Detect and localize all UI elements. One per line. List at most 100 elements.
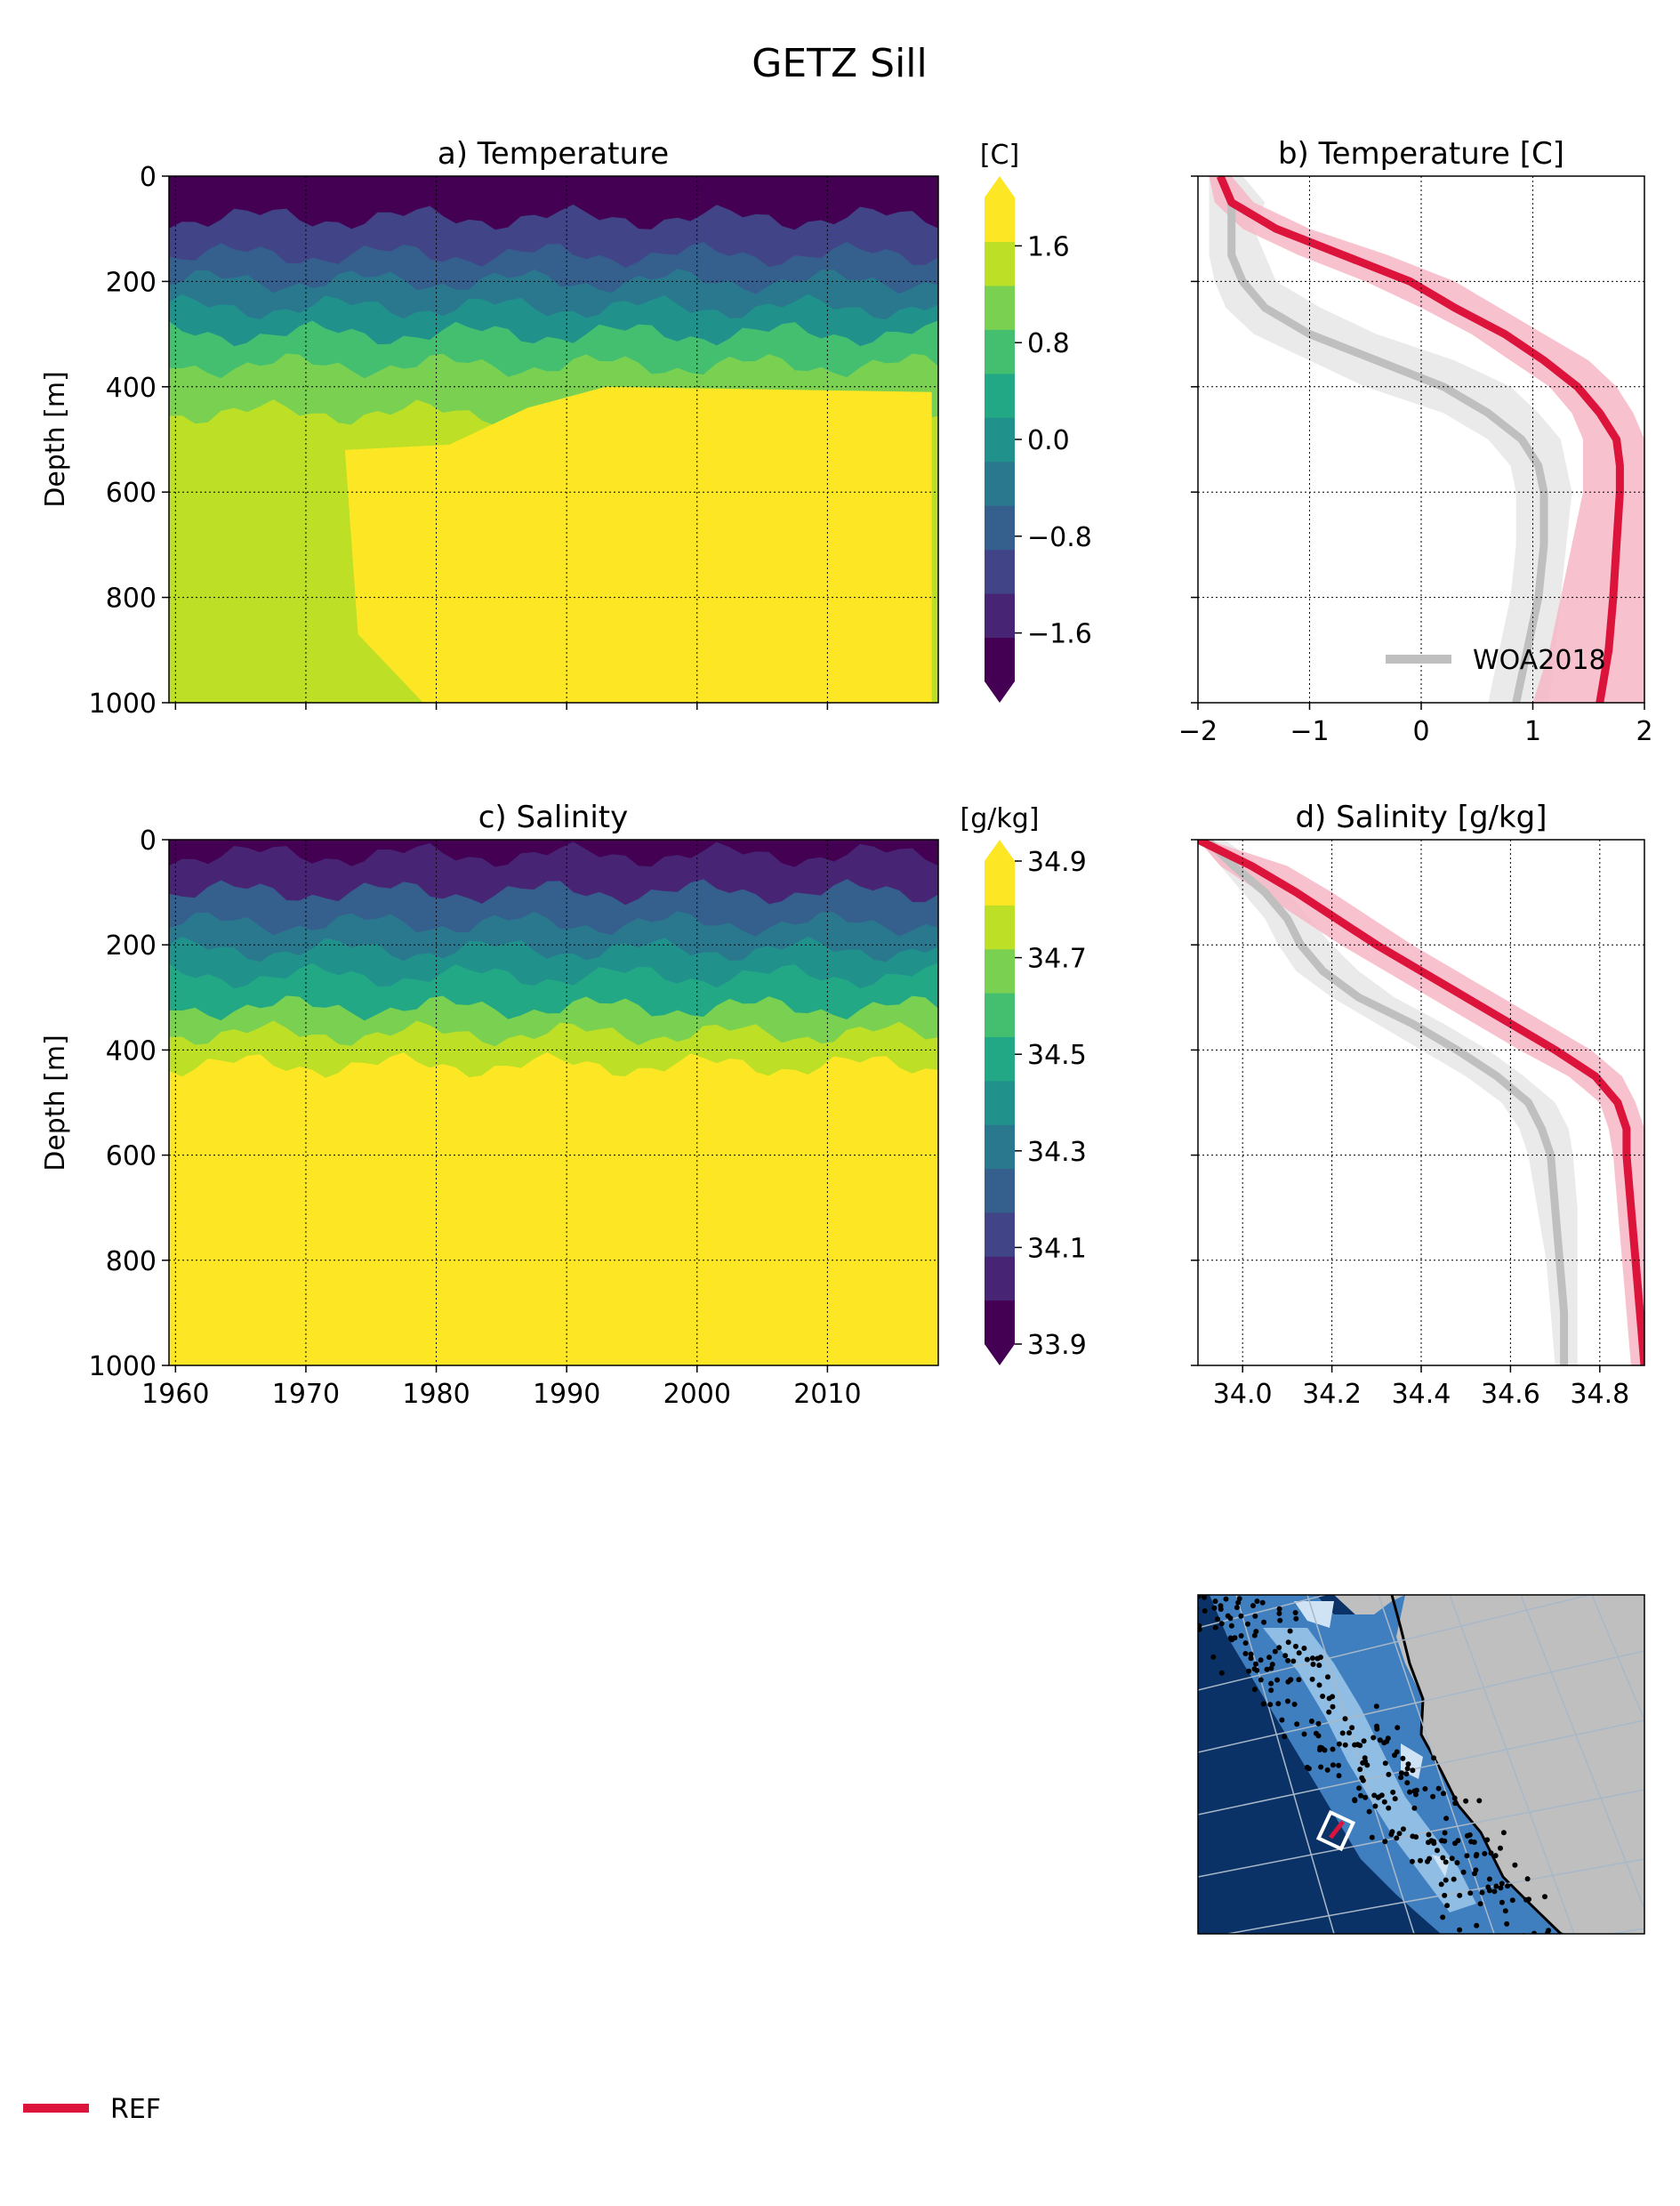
panel-b-grid [1198, 176, 1644, 703]
observation-point [1413, 1787, 1419, 1793]
observation-point [1382, 1839, 1388, 1845]
observation-point [1371, 1735, 1377, 1741]
observation-point [1287, 1677, 1293, 1683]
observation-point [1482, 1850, 1488, 1856]
observation-point [1377, 1737, 1383, 1743]
figure-legend: REF [23, 2094, 161, 2125]
observation-point [1198, 1622, 1202, 1629]
observation-point [1356, 1785, 1362, 1791]
observation-point [1542, 1894, 1547, 1900]
panel-a-temperature-section: 0 200 400 600 800 1000 a) Temperature Depth [… [40, 136, 1092, 720]
observation-point [1403, 1771, 1410, 1777]
colorbar-segment [985, 329, 1015, 374]
graticule-line [1198, 1719, 1644, 1816]
observation-point [1308, 1719, 1314, 1724]
graticule-line [1198, 1595, 1328, 1629]
observation-point [1431, 1840, 1437, 1847]
observation-point [1274, 1677, 1281, 1683]
observation-point [1411, 1805, 1418, 1811]
observation-point [1486, 1888, 1492, 1894]
observation-point [1476, 1798, 1483, 1804]
colorbar-segment [985, 861, 1015, 906]
observation-point [1218, 1621, 1225, 1627]
observation-point [1509, 1897, 1515, 1904]
observation-point [1498, 1845, 1503, 1851]
observation-point [1316, 1663, 1322, 1669]
observation-point [1235, 1599, 1242, 1606]
observation-point [1440, 1914, 1446, 1920]
observation-point [1524, 1876, 1531, 1882]
observation-point [1474, 1922, 1480, 1928]
observation-point [1251, 1687, 1258, 1693]
observation-point [1229, 1637, 1235, 1643]
observation-point [1309, 1655, 1315, 1662]
colorbar-segment [985, 197, 1015, 242]
y-tick-label: 0 [140, 162, 157, 193]
observation-point [1287, 1628, 1293, 1634]
observation-point [1371, 1792, 1378, 1799]
panel-b-ticks: −2 −1 0 1 2 [1178, 175, 1653, 747]
observation-point [1309, 1676, 1315, 1682]
colorbar-segment [985, 1168, 1015, 1213]
observation-point [1250, 1603, 1256, 1609]
colorbar-tick-label: 34.5 [1027, 1040, 1087, 1071]
graticule-line [1607, 1928, 1644, 1934]
observation-point [1455, 1838, 1461, 1844]
panel-d-ticks: 34.0 34.2 34.4 34.6 34.8 [1191, 839, 1629, 1410]
observation-point [1218, 1603, 1224, 1609]
figure-title: GETZ Sill [752, 41, 928, 86]
observation-point [1386, 1771, 1392, 1777]
observation-point [1285, 1639, 1291, 1646]
colorbar-tick-label: 34.7 [1027, 944, 1087, 975]
x-tick-label: 34.2 [1302, 1379, 1362, 1410]
y-tick-label: 1000 [89, 688, 157, 720]
observation-point [1426, 1840, 1431, 1846]
observation-point [1449, 1856, 1455, 1862]
observation-point [1451, 1795, 1458, 1801]
x-tick-label: 2010 [793, 1379, 861, 1410]
observation-point [1292, 1610, 1298, 1615]
y-tick-label: 800 [106, 1246, 157, 1277]
observation-point [1413, 1791, 1419, 1798]
panel-c-title: c) Salinity [478, 800, 629, 835]
panel-a-x-ticks [174, 703, 829, 710]
observation-point [1339, 1730, 1346, 1736]
legend-ref-label: REF [110, 2094, 161, 2125]
graticule-line [1663, 1595, 1680, 1934]
observation-point [1325, 1674, 1330, 1680]
observation-point [1502, 1908, 1508, 1914]
colorbar-tick-label: 33.9 [1027, 1330, 1087, 1361]
observation-point [1491, 1888, 1498, 1895]
colorbar-segment [985, 1300, 1015, 1345]
observation-point [1457, 1892, 1463, 1898]
colorbar-segment [985, 905, 1015, 950]
y-tick-label: 200 [106, 267, 157, 298]
observation-point [1330, 1703, 1336, 1710]
observation-point [1473, 1853, 1479, 1859]
observation-point [1279, 1717, 1285, 1723]
y-tick-label: 600 [106, 478, 157, 509]
observation-point [1248, 1651, 1254, 1657]
observation-point [1223, 1596, 1229, 1602]
observation-point [1398, 1770, 1404, 1776]
graticule-line [1520, 1595, 1644, 1912]
observation-point [1253, 1661, 1258, 1667]
panel-c-salinity-section: 0 200 400 600 800 1000 1960 1970 1980 1990 2000 20… [40, 800, 1087, 1410]
observation-point [1373, 1703, 1379, 1710]
observation-point [1409, 1858, 1415, 1864]
observation-point [1512, 1862, 1518, 1868]
colorbar-segment [985, 593, 1015, 639]
observation-point [1296, 1650, 1302, 1656]
observation-point [1410, 1767, 1416, 1774]
observation-point [1486, 1876, 1492, 1882]
colorbar-segment [985, 417, 1015, 463]
panel-c-contour-fill [169, 840, 938, 1365]
woa-spread-band [1209, 176, 1572, 703]
x-tick-label: −1 [1290, 716, 1329, 747]
observation-point [1210, 1654, 1217, 1660]
observation-point [1352, 1742, 1358, 1748]
colorbar-segment [985, 993, 1015, 1037]
observation-point [1443, 1816, 1450, 1822]
observation-point [1360, 1777, 1366, 1783]
